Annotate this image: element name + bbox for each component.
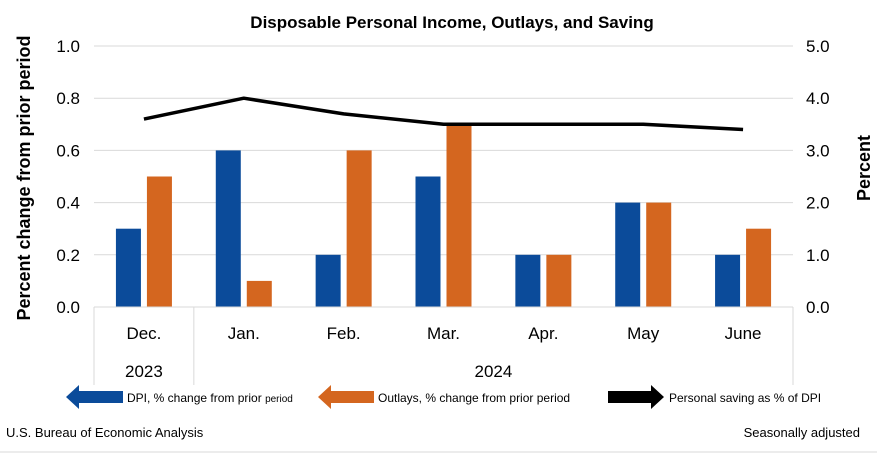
left-tick-label: 0.0	[56, 298, 80, 317]
legend: DPI, % change from prior period Outlays,…	[66, 385, 821, 409]
dpi-bar-3	[415, 176, 441, 307]
left-tick-label: 0.2	[56, 246, 80, 265]
saving-line	[143, 96, 744, 132]
left-tick-label: 1.0	[56, 37, 80, 56]
category-label: June	[725, 324, 762, 343]
dpi-bar-1	[215, 150, 241, 307]
year-label: 2023	[125, 362, 163, 381]
category-label: Jan.	[228, 324, 260, 343]
outlays-bar-3	[446, 124, 472, 307]
grid-lines	[94, 45, 793, 256]
left-tick-label: 0.6	[56, 141, 80, 160]
right-tick-label: 3.0	[806, 141, 830, 160]
category-axis: Dec. Jan. Feb. Mar. Apr. May June 2023 2024	[93, 306, 794, 385]
category-label: Mar.	[427, 324, 460, 343]
outlays-bar-1	[246, 280, 272, 307]
legend-item-outlays: Outlays, % change from prior period	[318, 385, 570, 409]
outlays-bar-4	[546, 254, 572, 307]
source-note: U.S. Bureau of Economic Analysis	[6, 425, 204, 440]
right-tick-label: 1.0	[806, 246, 830, 265]
left-tick-label: 0.8	[56, 89, 80, 108]
dpi-bar-2	[315, 254, 341, 307]
category-label: May	[627, 324, 660, 343]
legend-arrow-right-icon	[608, 385, 664, 409]
category-label: Feb.	[327, 324, 361, 343]
dpi-bar-4	[515, 254, 541, 307]
right-tick-label: 0.0	[806, 298, 830, 317]
right-axis-ticks: 0.0 1.0 2.0 3.0 4.0 5.0	[806, 37, 830, 317]
legend-arrow-left-icon	[318, 385, 374, 409]
category-label: Dec.	[126, 324, 161, 343]
category-label: Apr.	[528, 324, 558, 343]
outlays-bar-0	[146, 176, 172, 307]
chart-title: Disposable Personal Income, Outlays, and…	[250, 13, 653, 32]
legend-label-dpi: DPI, % change from prior period	[127, 391, 293, 405]
dpi-bar-5	[615, 202, 641, 307]
legend-arrow-left-icon	[66, 385, 123, 409]
right-tick-label: 5.0	[806, 37, 830, 56]
legend-item-dpi: DPI, % change from prior period	[66, 385, 293, 409]
dpi-bar-0	[115, 228, 141, 307]
year-label: 2024	[475, 362, 513, 381]
saving-line-series	[143, 96, 744, 132]
legend-label-saving: Personal saving as % of DPI	[669, 391, 821, 405]
legend-item-saving: Personal saving as % of DPI	[608, 385, 821, 409]
legend-label-outlays: Outlays, % change from prior period	[378, 391, 570, 405]
left-axis-ticks: 0.0 0.2 0.4 0.6 0.8 1.0	[56, 37, 80, 317]
right-tick-label: 4.0	[806, 89, 830, 108]
left-axis-label: Percent change from prior period	[14, 35, 34, 320]
left-tick-label: 0.4	[56, 194, 80, 213]
outlays-bar-2	[346, 150, 372, 307]
outlays-bar-5	[646, 202, 672, 307]
dpi-bar-6	[715, 254, 741, 307]
right-axis-label: Percent	[854, 135, 874, 201]
seasonal-note: Seasonally adjusted	[744, 425, 860, 440]
right-tick-label: 2.0	[806, 194, 830, 213]
outlays-bar-6	[746, 228, 772, 307]
bar-series	[115, 124, 772, 307]
